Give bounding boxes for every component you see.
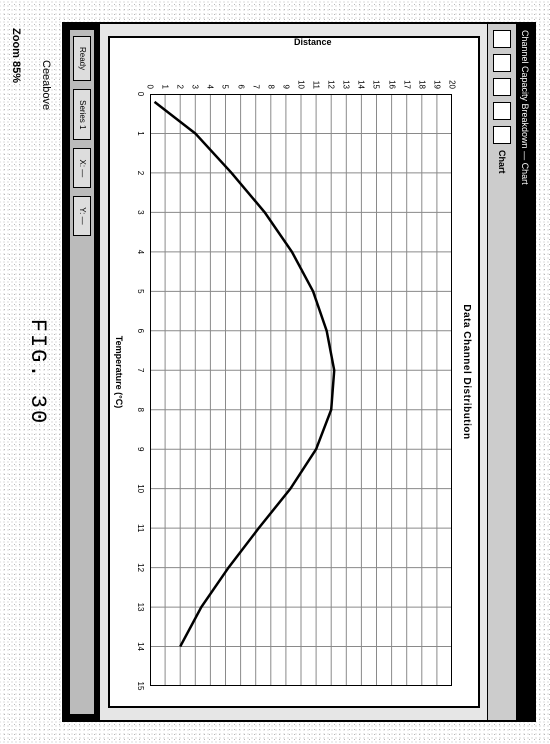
- ytick: 12: [327, 80, 336, 92]
- chart-svg: [150, 94, 452, 686]
- ytick: 20: [448, 80, 457, 92]
- xtick: 1: [136, 131, 145, 135]
- ytick: 6: [236, 85, 245, 92]
- ytick: 5: [221, 85, 230, 92]
- status-seg-0: Ready: [73, 36, 91, 81]
- chart-ylabel: Distance: [294, 37, 332, 47]
- ytick: 2: [176, 85, 185, 92]
- xtick: 5: [136, 289, 145, 293]
- status-seg-3: Y: —: [73, 196, 91, 235]
- toolbar: Chart: [487, 24, 516, 720]
- xtick: 4: [136, 250, 145, 254]
- ytick: 3: [191, 85, 200, 92]
- xtick: 12: [136, 563, 145, 572]
- ytick: 0: [146, 85, 155, 92]
- ytick: 11: [312, 81, 321, 92]
- ytick: 7: [251, 85, 260, 92]
- toolbar-label: Chart: [497, 150, 507, 174]
- xtick: 14: [136, 642, 145, 651]
- chart-title: Data Channel Distribution: [461, 38, 472, 706]
- chart-panel: Data Channel Distribution Distance Tempe…: [108, 36, 480, 708]
- xtick: 3: [136, 210, 145, 214]
- xtick: 6: [136, 329, 145, 333]
- statusbar: Ready Series 1 X: — Y: —: [64, 24, 100, 720]
- tool-icon-3[interactable]: [493, 78, 511, 96]
- ytick: 15: [372, 80, 381, 92]
- ytick: 19: [432, 80, 441, 92]
- xtick: 11: [136, 524, 145, 532]
- ytick: 9: [281, 85, 290, 92]
- tool-icon-2[interactable]: [493, 54, 511, 72]
- ytick: 4: [206, 85, 215, 92]
- xtick: 10: [136, 484, 145, 493]
- tool-icon-1[interactable]: [493, 30, 511, 48]
- xtick: 7: [136, 368, 145, 372]
- ytick: 8: [266, 85, 275, 92]
- ytick: 18: [417, 80, 426, 92]
- ytick: 13: [342, 80, 351, 92]
- ytick: 17: [402, 80, 411, 92]
- window-titlebar[interactable]: Channel Capacity Breakdown — Chart: [516, 24, 534, 720]
- xtick: 8: [136, 407, 145, 411]
- ytick: 16: [387, 80, 396, 92]
- xtick: 13: [136, 603, 145, 612]
- ytick: 14: [357, 80, 366, 92]
- statusbar-inner: Ready Series 1 X: — Y: —: [70, 30, 94, 714]
- status-seg-1: Series 1: [73, 89, 91, 140]
- xtick: 9: [136, 447, 145, 451]
- window-title: Channel Capacity Breakdown — Chart: [520, 30, 530, 185]
- xtick: 0: [136, 92, 145, 96]
- tool-icon-4[interactable]: [493, 102, 511, 120]
- app-window: Channel Capacity Breakdown — Chart Chart…: [62, 22, 536, 722]
- chart-xlabel: Temperature (°C): [114, 38, 124, 706]
- xtick: 2: [136, 171, 145, 175]
- ytick: 1: [161, 85, 170, 92]
- zoom-label: Zoom 85%: [10, 28, 22, 83]
- status-seg-2: X: —: [73, 148, 91, 188]
- tool-icon-5[interactable]: [493, 126, 511, 144]
- chart-plot-area: [150, 94, 452, 686]
- figure-caption: FIG. 30: [25, 0, 50, 744]
- ytick: 10: [297, 80, 306, 92]
- xtick: 15: [136, 682, 145, 691]
